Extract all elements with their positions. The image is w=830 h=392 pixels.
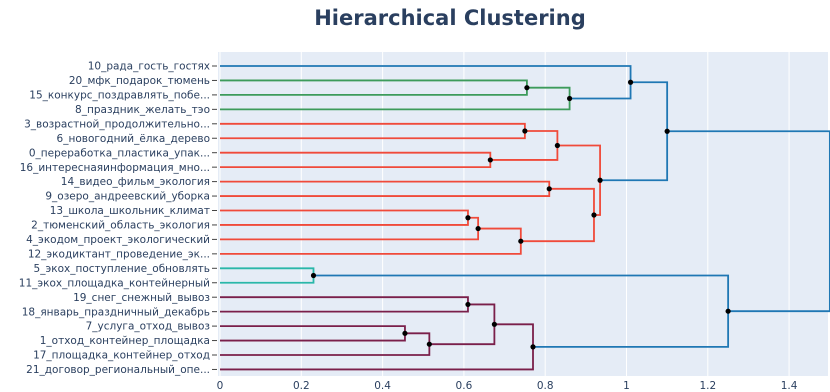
leaf-label: 5_экох_поступление_обновлять	[34, 263, 210, 275]
merge-node	[518, 238, 524, 244]
leaf-label: 20_мфк_подарок_тюмень	[69, 75, 210, 87]
merge-node	[491, 321, 497, 327]
x-tick-label: 0.8	[537, 380, 554, 392]
leaf-label: 3_возрастной_продолжительно...	[24, 118, 210, 130]
merge-node	[402, 330, 408, 336]
merge-nodes	[310, 79, 731, 350]
merge-node	[475, 225, 481, 232]
x-axis-ticks: 0 0.2 0.4 0.6 0.8 1 1.2 1.4	[217, 380, 798, 392]
leaf-label: 11_экох_площадка_контейнерный	[19, 277, 210, 289]
leaf-label: 15_конкурс_поздравлять_побе...	[29, 90, 210, 102]
leaf-label: 10_рада_гость_гостях	[88, 61, 210, 73]
leaf-label: 13_школа_школьник_климат	[50, 205, 210, 217]
leaf-label: 18_январь_праздничный_декабрь	[22, 306, 210, 318]
leaf-label: 1_отход_контейнер_площадка	[40, 335, 210, 347]
leaf-label: 12_экодиктант_проведение_эк...	[28, 248, 210, 260]
x-tick-label: 0.6	[456, 380, 473, 392]
leaf-label: 0_переработка_пластика_упак...	[29, 147, 210, 159]
merge-node	[465, 215, 471, 221]
merge-node	[627, 79, 634, 85]
grid-lines	[219, 52, 790, 376]
merge-node	[487, 157, 493, 163]
x-tick-label: 1	[623, 380, 630, 392]
merge-node	[554, 142, 560, 149]
merge-node	[597, 177, 603, 183]
merge-node	[664, 128, 670, 134]
x-tick-label: 0.4	[374, 380, 391, 392]
merge-node	[530, 344, 536, 350]
merge-node	[524, 85, 530, 91]
leaf-label: 7_услуга_отход_вывоз	[86, 321, 210, 333]
merge-node	[725, 308, 731, 314]
merge-node	[591, 212, 597, 218]
merge-node	[546, 186, 552, 192]
leaf-labels: 10_рада_гость_гостях 20_мфк_подарок_тюмен…	[19, 61, 217, 376]
merge-node	[566, 95, 573, 102]
leaf-label: 14_видео_фильм_экология	[61, 176, 210, 188]
plot-background	[218, 52, 828, 376]
merge-node	[426, 341, 432, 347]
merge-node	[310, 272, 317, 279]
merge-node	[465, 301, 471, 308]
leaf-label: 16_интереснаяинформация_мно...	[20, 162, 210, 174]
x-tick-label: 0	[217, 380, 224, 392]
leaf-label: 21_договор_региональный_опе...	[26, 364, 210, 376]
leaf-label: 17_площадка_контейнер_отход	[33, 350, 210, 362]
leaf-label: 6_новогодний_ёлка_дерево	[57, 133, 210, 145]
leaf-label: 19_снег_снежный_вывоз	[73, 292, 210, 304]
x-tick-label: 1.2	[699, 380, 716, 392]
leaf-label: 8_праздник_желать_тэо	[75, 104, 210, 116]
leaf-label: 2_тюменский_область_экология	[31, 220, 210, 232]
leaf-label: 4_экодом_проект_экологический	[26, 234, 210, 246]
x-tick-label: 0.2	[293, 380, 310, 392]
merge-node	[522, 128, 528, 134]
x-tick-label: 1.4	[781, 380, 798, 392]
chart-title: Hierarchical Clustering	[314, 6, 586, 30]
leaf-label: 9_озеро_андреевский_уборка	[45, 191, 210, 203]
